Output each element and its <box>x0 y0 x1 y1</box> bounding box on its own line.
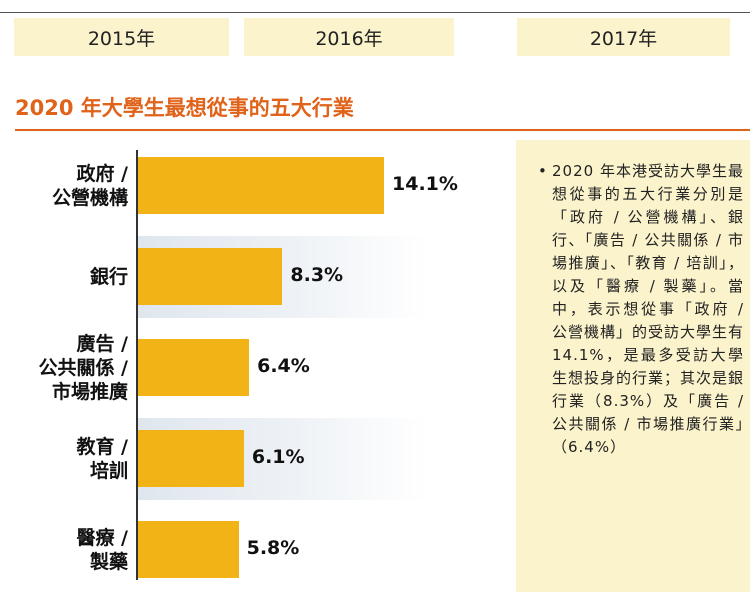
bar <box>137 157 384 214</box>
bar <box>137 430 244 487</box>
bar <box>137 248 283 305</box>
value-label: 5.8% <box>246 537 300 559</box>
title-rule <box>15 129 750 131</box>
category-axis <box>136 150 138 580</box>
category-label: 政府 / 公營機構 <box>51 162 128 209</box>
category-label: 醫療 / 製藥 <box>76 526 128 573</box>
note-bullet: • <box>538 162 547 180</box>
category-label: 銀行 <box>89 265 128 288</box>
category-label: 教育 / 培訓 <box>76 435 128 482</box>
top-rule <box>0 12 750 13</box>
bar <box>137 521 239 578</box>
value-label: 6.1% <box>251 446 305 468</box>
value-label: 6.4% <box>257 355 310 377</box>
note-text: 2020 年本港受訪大學生最想從事的五大行業分別是「政府 / 公營機構」、銀行、… <box>552 162 745 456</box>
value-label: 8.3% <box>290 264 344 286</box>
bar <box>137 339 250 396</box>
chart-title: 2020 年大學生最想從事的五大行業 <box>15 96 354 120</box>
tab-2016[interactable]: 2016年 <box>244 18 454 56</box>
tab-2017[interactable]: 2017年 <box>517 18 730 56</box>
note-panel: • 2020 年本港受訪大學生最想從事的五大行業分別是「政府 / 公營機構」、銀… <box>516 140 750 592</box>
value-label: 14.1% <box>392 173 458 195</box>
tab-2015[interactable]: 2015年 <box>14 18 229 56</box>
category-label: 廣告 / 公共關係 / 市場推廣 <box>38 332 128 403</box>
